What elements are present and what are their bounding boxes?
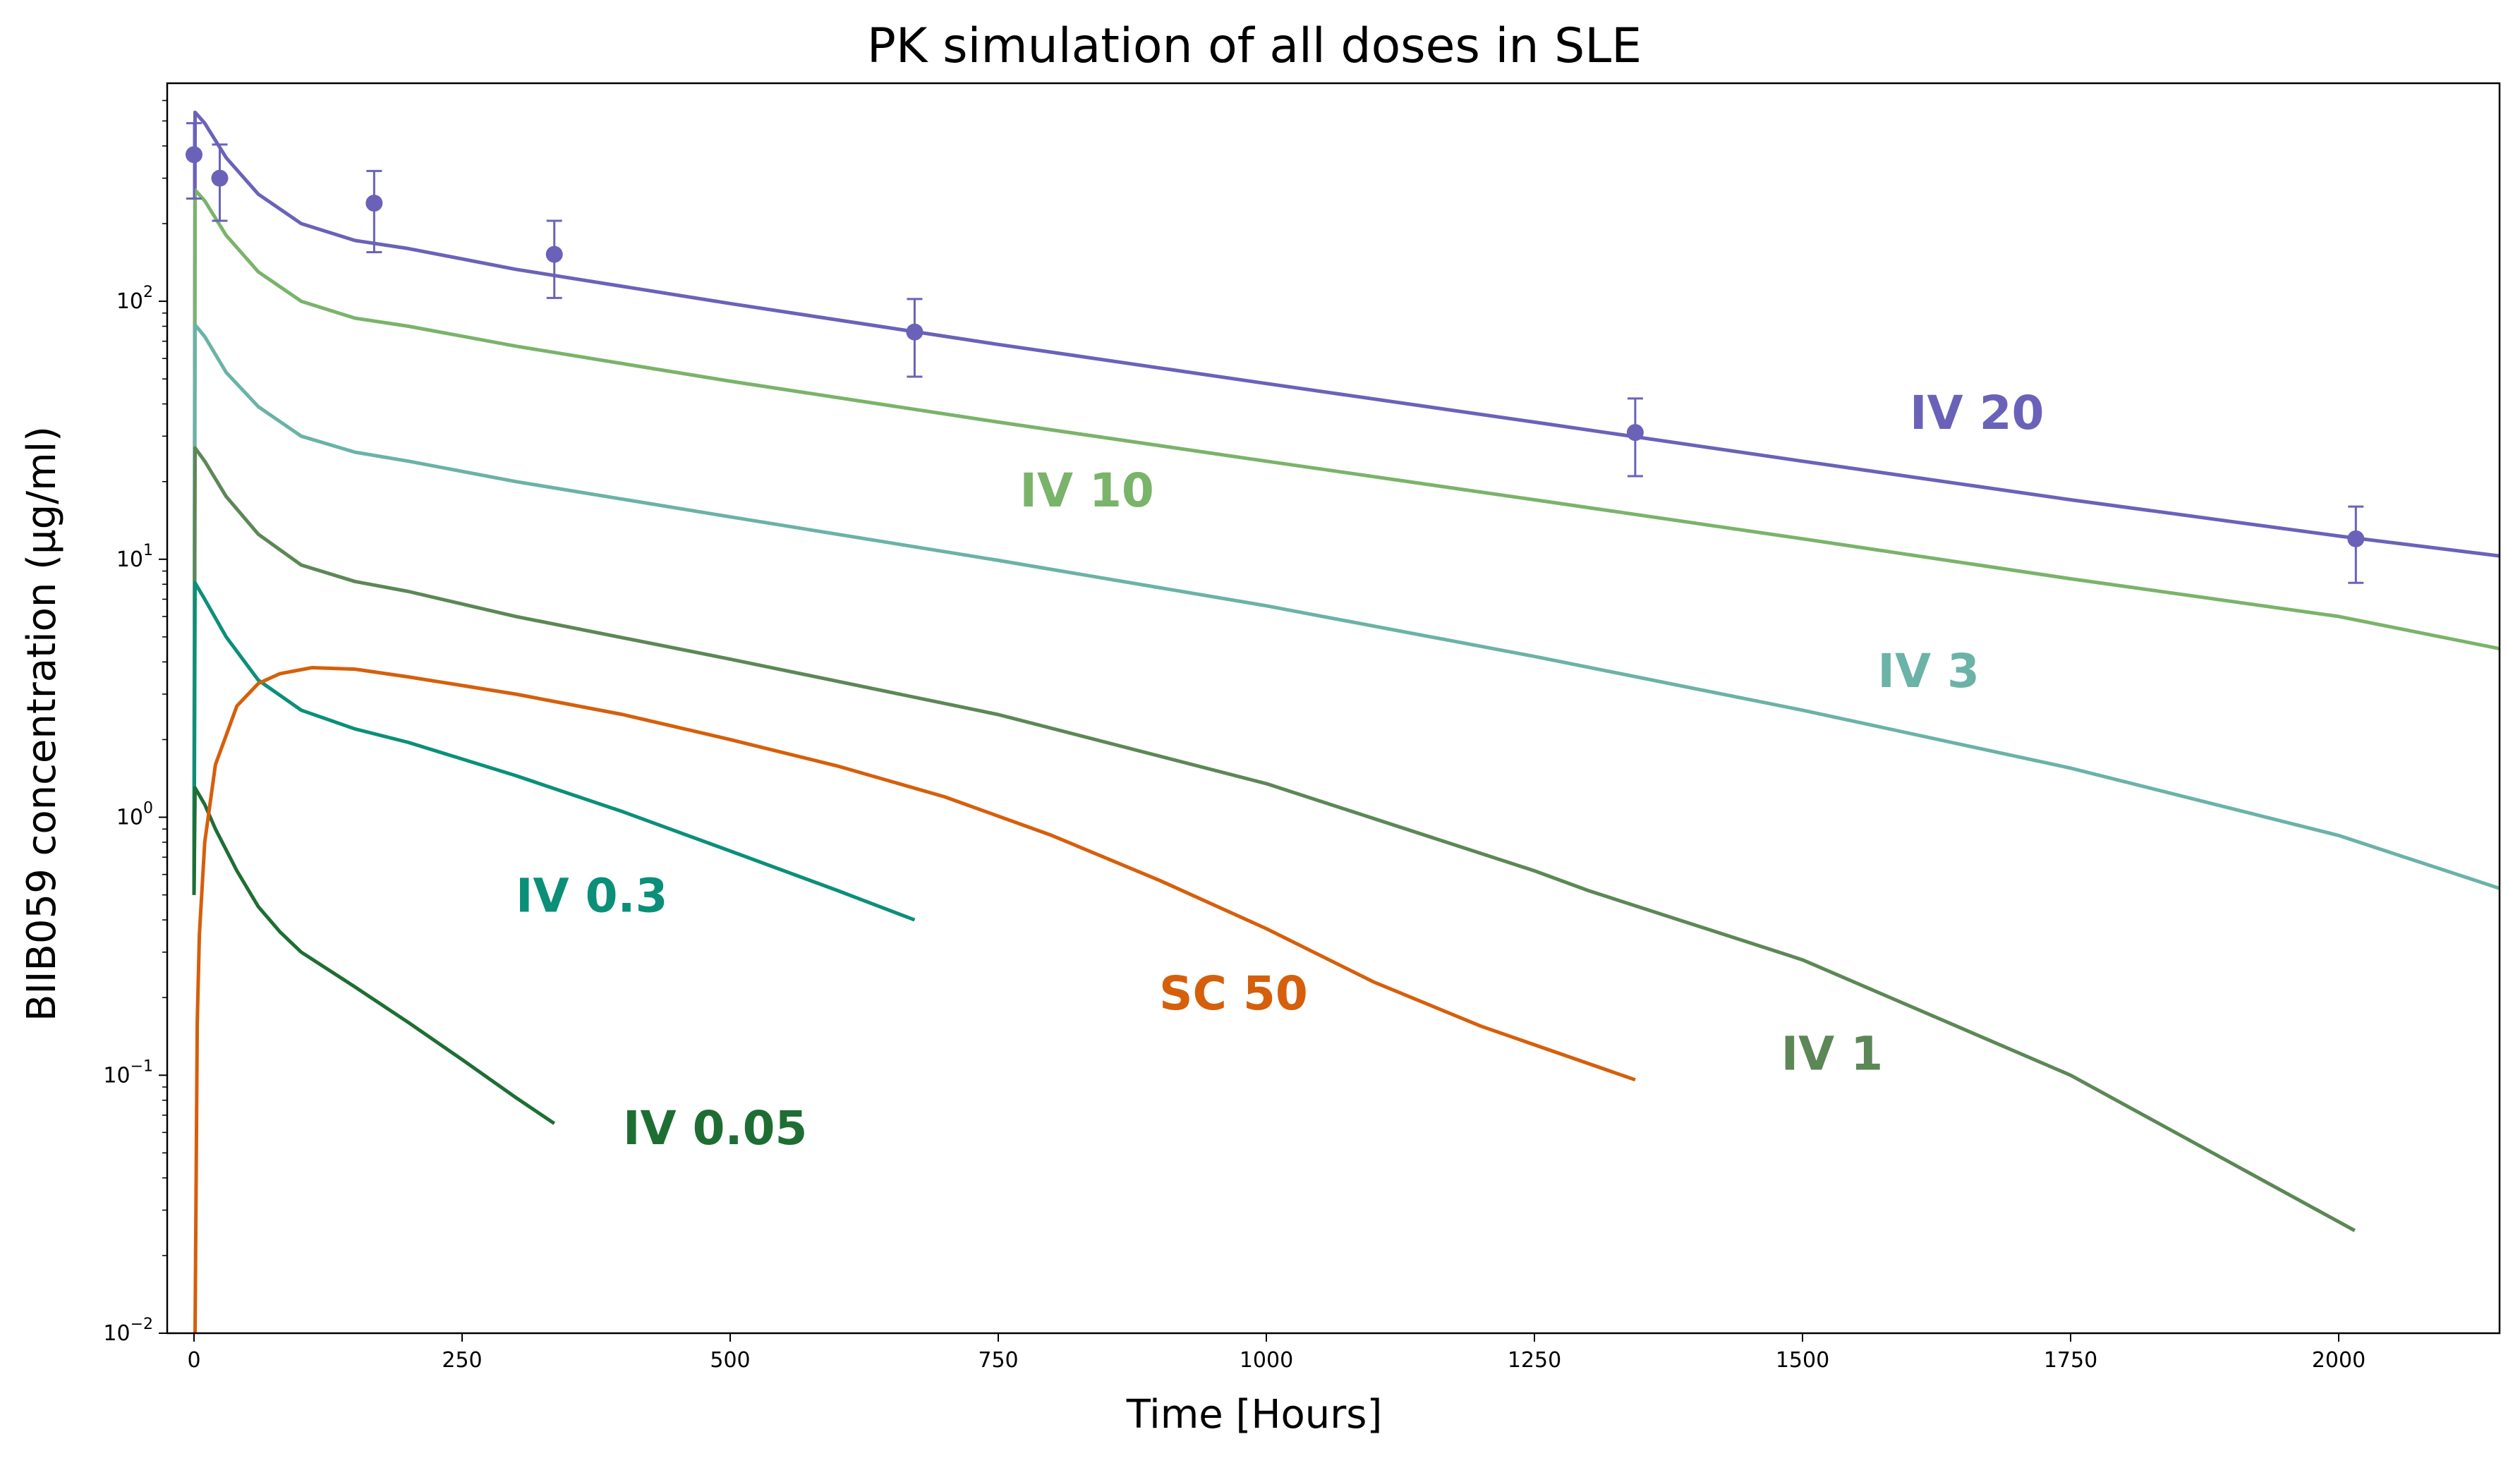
x-tick-label: 750 xyxy=(978,1348,1018,1373)
x-tick-label: 1000 xyxy=(1240,1348,1293,1373)
observed-point xyxy=(545,245,563,263)
y-tick-label: 10−1 xyxy=(103,1057,153,1088)
y-tick-exponent: 2 xyxy=(143,284,153,301)
series-line-iv-0-3 xyxy=(192,581,916,922)
x-tick-label: 500 xyxy=(710,1348,750,1373)
y-tick-exponent: 1 xyxy=(143,542,153,559)
observed-point xyxy=(906,323,923,341)
y-tick-label: 102 xyxy=(116,284,153,314)
y-tick-base: 10 xyxy=(103,1321,130,1346)
y-tick-label: 101 xyxy=(116,542,153,572)
series-line-iv-1 xyxy=(192,446,2356,1232)
series-line-sc-50 xyxy=(193,666,1636,1334)
series-label: IV 3 xyxy=(1877,644,1980,698)
observed-point xyxy=(365,195,383,212)
series-line-iv-20 xyxy=(192,110,2500,895)
y-axis-title: BIIB059 concentration (µg/ml) xyxy=(19,426,65,1021)
observed-point xyxy=(186,146,202,164)
y-tick-base: 10 xyxy=(116,806,143,830)
observed-point xyxy=(1626,424,1644,442)
x-tick-label: 2000 xyxy=(2312,1348,2365,1373)
x-tick-label: 1250 xyxy=(1508,1348,1561,1373)
y-tick-base: 10 xyxy=(116,547,143,572)
y-tick-base: 10 xyxy=(103,1063,130,1088)
y-tick-exponent: −2 xyxy=(131,1316,153,1333)
series-label: IV 20 xyxy=(1910,386,2044,440)
series-label: IV 10 xyxy=(1019,463,1153,518)
series-label: IV 0.3 xyxy=(516,869,668,923)
series-label: IV 1 xyxy=(1781,1027,1884,1081)
x-tick-label: 250 xyxy=(442,1348,482,1373)
series-line-iv-3 xyxy=(192,323,2500,895)
y-tick-exponent: −1 xyxy=(131,1057,153,1075)
observed-point xyxy=(2347,530,2365,547)
y-tick-base: 10 xyxy=(116,289,143,314)
x-tick-label: 1750 xyxy=(2044,1348,2097,1373)
plot-frame xyxy=(166,82,2501,1335)
series-label: SC 50 xyxy=(1159,966,1308,1021)
x-axis-title: Time [Hours] xyxy=(1126,1392,1383,1438)
chart-title: PK simulation of all doses in SLE xyxy=(867,18,1642,74)
x-tick-label: 0 xyxy=(187,1348,200,1373)
y-tick-exponent: 0 xyxy=(143,800,153,818)
y-tick-label: 100 xyxy=(116,800,153,830)
series-line-iv-0-05 xyxy=(192,786,556,1125)
series-label: IV 0.05 xyxy=(623,1101,807,1155)
observed-point xyxy=(211,169,229,187)
plot-area: 0 250 500 750 1000 1250 1500 1750 200010−210−110… xyxy=(103,99,2500,1373)
y-tick-label: 10−2 xyxy=(103,1316,153,1346)
x-tick-label: 1500 xyxy=(1776,1348,1829,1373)
series-line-iv-10 xyxy=(192,188,2500,895)
